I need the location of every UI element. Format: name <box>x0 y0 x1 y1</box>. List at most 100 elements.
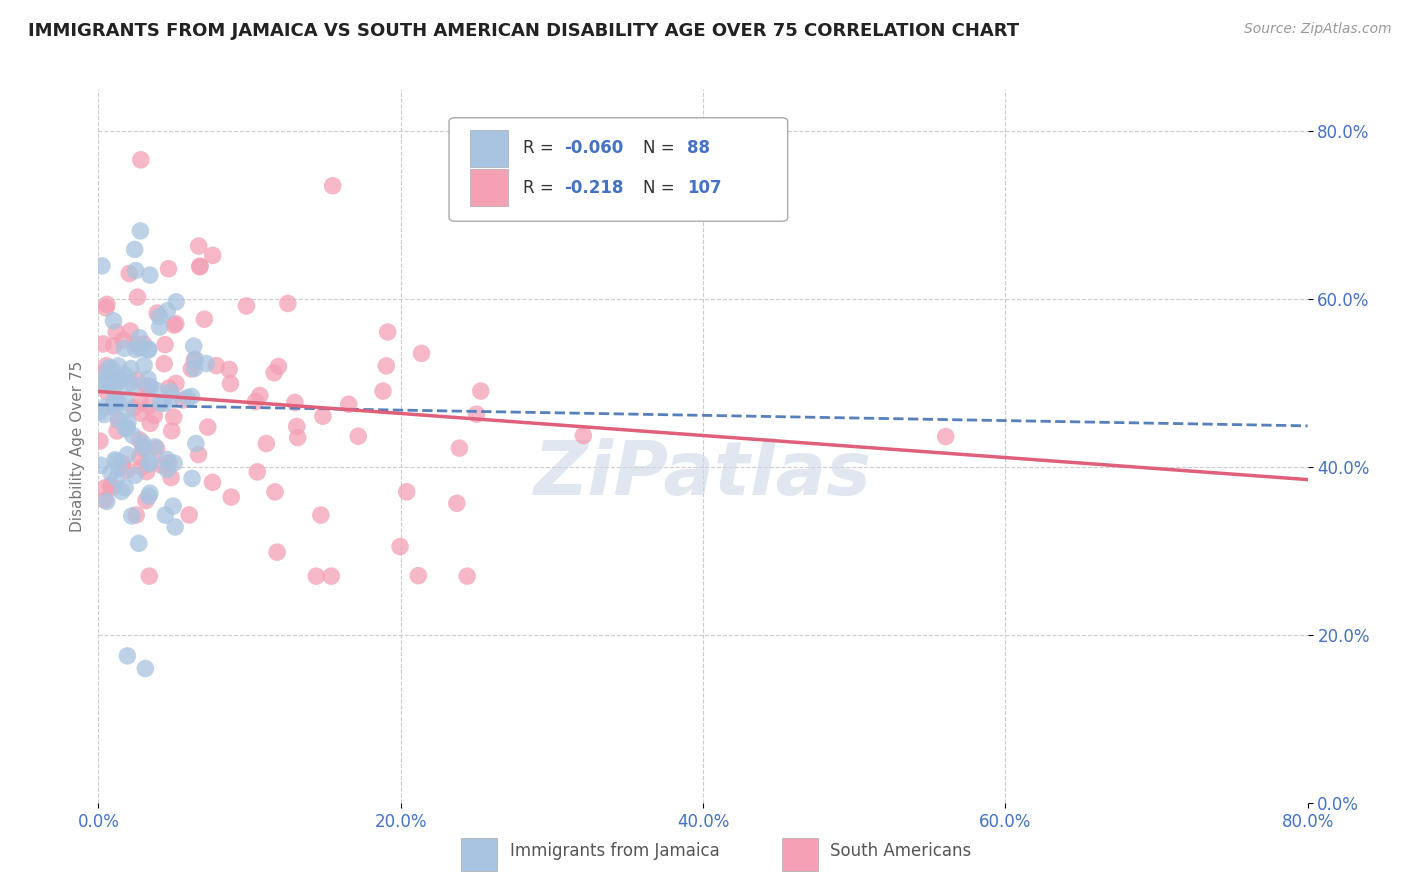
Point <box>117 448 139 462</box>
Point <box>245 394 267 409</box>
Point <box>219 376 242 391</box>
Point <box>105 472 128 486</box>
Point <box>266 545 288 559</box>
Text: IMMIGRANTS FROM JAMAICA VS SOUTH AMERICAN DISABILITY AGE OVER 75 CORRELATION CHA: IMMIGRANTS FROM JAMAICA VS SOUTH AMERICA… <box>28 22 1019 40</box>
Point <box>125 337 148 351</box>
Text: R =: R = <box>523 139 558 157</box>
Point <box>114 422 136 436</box>
Point <box>131 436 153 450</box>
Point <box>94 493 117 508</box>
Point <box>100 378 122 392</box>
Point <box>90 458 112 473</box>
Point <box>347 429 370 443</box>
Point <box>135 382 157 396</box>
Point <box>138 457 160 471</box>
Text: R =: R = <box>523 178 558 196</box>
Point <box>284 395 307 409</box>
Text: N =: N = <box>643 139 679 157</box>
Point <box>138 569 160 583</box>
Point <box>389 540 412 554</box>
Point <box>107 413 129 427</box>
Point <box>114 368 136 382</box>
Point <box>449 441 471 455</box>
Point <box>249 388 271 402</box>
Point <box>93 408 115 422</box>
Point <box>157 261 180 276</box>
Point <box>117 420 139 434</box>
Point <box>111 456 134 470</box>
Point <box>139 486 162 500</box>
Point <box>128 331 150 345</box>
Point <box>118 376 141 391</box>
Point <box>143 440 166 454</box>
FancyBboxPatch shape <box>461 838 498 871</box>
Point <box>138 489 160 503</box>
Point <box>201 248 224 262</box>
Point <box>125 263 148 277</box>
Point <box>465 407 488 421</box>
Point <box>128 341 150 355</box>
Text: -0.060: -0.060 <box>564 139 623 157</box>
Point <box>104 453 127 467</box>
Point <box>456 569 478 583</box>
Point <box>322 178 344 193</box>
Point <box>132 442 155 456</box>
Point <box>172 392 194 407</box>
Point <box>143 409 166 423</box>
Point <box>153 508 176 522</box>
Point <box>112 333 135 347</box>
Point <box>117 648 139 663</box>
Point <box>285 419 308 434</box>
Point <box>277 296 299 310</box>
Point <box>129 394 152 409</box>
Point <box>267 359 290 374</box>
Point <box>94 369 117 384</box>
Point <box>157 456 180 470</box>
Point <box>124 243 146 257</box>
Point <box>139 417 162 431</box>
Point <box>103 383 125 397</box>
Point <box>187 239 209 253</box>
Point <box>94 481 117 495</box>
Point <box>138 343 160 357</box>
Point <box>219 490 242 504</box>
Point <box>183 339 205 353</box>
Point <box>122 377 145 392</box>
Point <box>104 392 127 406</box>
Point <box>134 661 156 675</box>
Point <box>107 462 129 476</box>
Point <box>218 362 240 376</box>
Point <box>107 396 129 410</box>
Point <box>121 508 143 523</box>
FancyBboxPatch shape <box>449 118 787 221</box>
Y-axis label: Disability Age Over 75: Disability Age Over 75 <box>69 360 84 532</box>
Point <box>149 396 172 410</box>
Point <box>180 390 202 404</box>
Point <box>148 310 170 324</box>
Point <box>305 569 328 583</box>
Point <box>103 398 125 412</box>
Point <box>125 343 148 357</box>
Point <box>138 342 160 356</box>
Point <box>156 304 179 318</box>
Point <box>91 376 114 390</box>
Point <box>139 380 162 394</box>
Point <box>101 400 124 414</box>
Text: Immigrants from Jamaica: Immigrants from Jamaica <box>509 842 720 860</box>
Point <box>107 359 129 373</box>
Point <box>254 436 277 450</box>
Text: Source: ZipAtlas.com: Source: ZipAtlas.com <box>1244 22 1392 37</box>
Point <box>263 366 285 380</box>
Point <box>122 428 145 442</box>
Text: ZiPatlas: ZiPatlas <box>534 438 872 511</box>
Point <box>103 397 125 411</box>
Point <box>935 429 957 443</box>
Point <box>160 470 183 484</box>
Point <box>105 371 128 385</box>
Point <box>129 153 152 167</box>
Point <box>114 392 136 407</box>
Text: South Americans: South Americans <box>830 842 972 860</box>
Point <box>103 314 125 328</box>
Point <box>120 324 142 338</box>
Point <box>96 494 118 508</box>
